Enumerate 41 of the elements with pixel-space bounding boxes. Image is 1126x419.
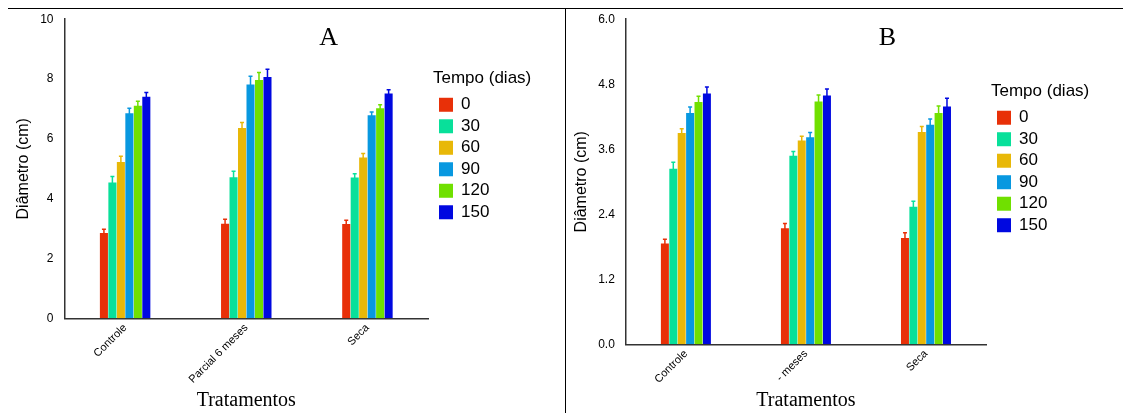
y-tick-label: 4.8	[598, 76, 616, 91]
legend-label: 120	[461, 180, 490, 200]
bar	[359, 157, 368, 319]
legend-label: 150	[1019, 214, 1048, 234]
bar	[677, 132, 686, 345]
y-tick-label: 6.0	[598, 11, 616, 26]
y-tick-label: 6	[46, 131, 54, 146]
bar	[384, 93, 393, 319]
legend-label: 0	[1019, 107, 1029, 127]
bar	[367, 115, 376, 319]
y-tick-label: 2	[46, 250, 54, 265]
y-tick-label: 10	[40, 11, 54, 26]
legend-label: 60	[461, 137, 480, 157]
legend-label: 150	[461, 201, 490, 221]
annotation: A	[319, 22, 339, 52]
y-tick-label: 2.4	[598, 206, 616, 221]
annotation: B	[878, 22, 896, 52]
y-tick-label: 1.2	[598, 271, 616, 286]
bar	[789, 155, 798, 345]
y-tick-label: 3.6	[598, 141, 616, 156]
y-axis-title: Diâmetro (cm)	[572, 131, 590, 233]
legend-label: 90	[1019, 171, 1038, 191]
legend-label: 90	[461, 158, 480, 178]
bar	[142, 96, 151, 319]
legend-label: 30	[461, 115, 480, 135]
legend-title: Tempo (dias)	[991, 81, 1090, 101]
y-tick-label: 0	[46, 310, 54, 325]
y-tick-label: 4	[46, 190, 54, 205]
bar	[376, 108, 385, 319]
x-axis-title: Tratamentos	[196, 388, 297, 411]
y-tick-label: 8	[46, 71, 54, 86]
legend-label: 120	[1019, 193, 1048, 213]
bar	[221, 223, 230, 319]
y-axis-title: Diâmetro (cm)	[14, 118, 32, 220]
legend-label: 30	[1019, 128, 1038, 148]
legend-title: Tempo (dias)	[433, 68, 532, 88]
legend-label: 60	[1019, 150, 1038, 170]
y-tick-label: 0.0	[598, 336, 616, 351]
x-axis-title: Tratamentos	[756, 388, 856, 411]
bar	[350, 177, 359, 319]
legend-label: 0	[461, 94, 471, 114]
